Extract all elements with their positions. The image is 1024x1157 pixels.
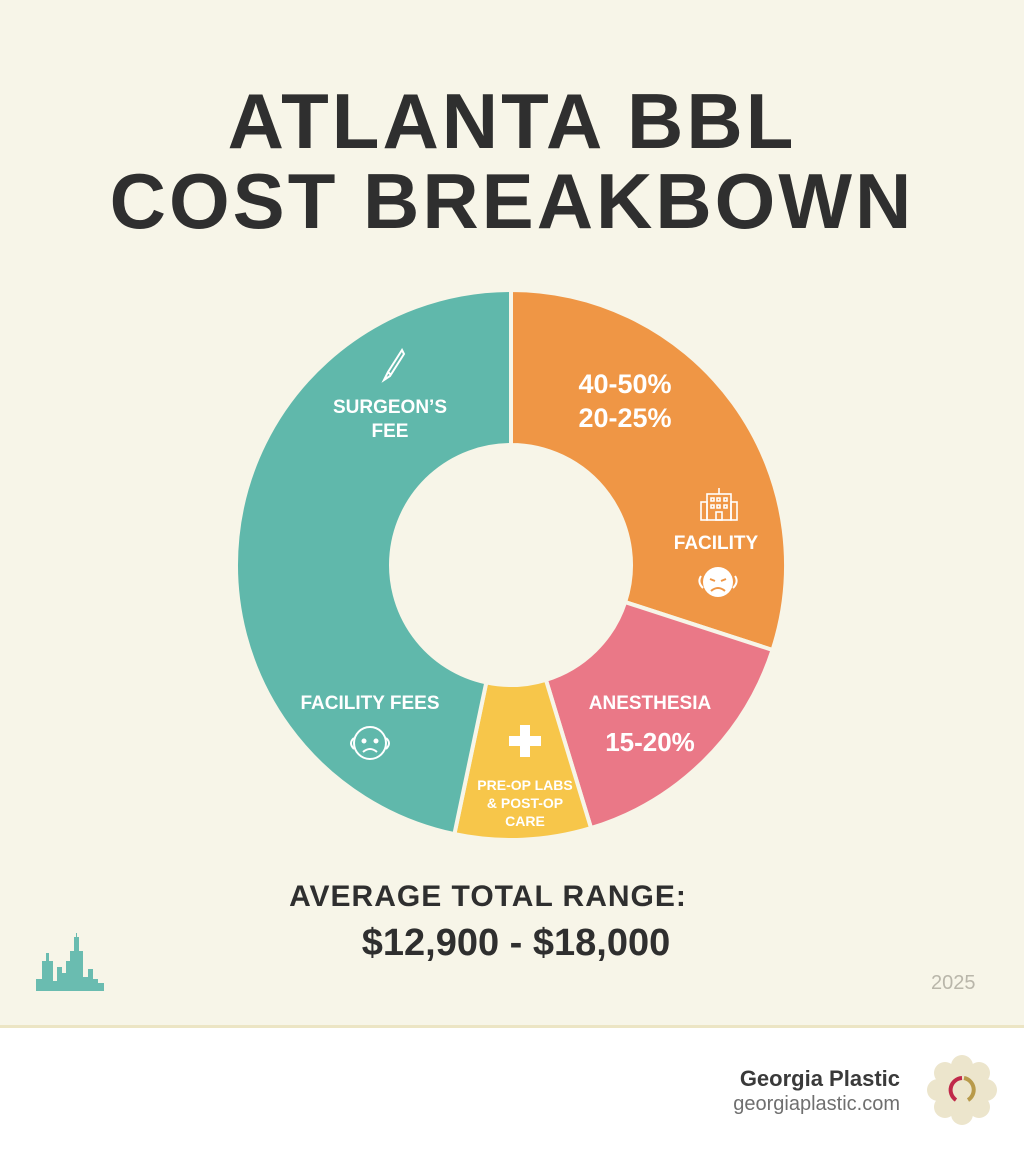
footer	[0, 1025, 1024, 1157]
label-line: & POST-OP	[486, 795, 564, 812]
total-range-label: AVERAGE TOTAL RANGE:	[289, 880, 687, 913]
percent-label: 40-50%	[578, 369, 672, 399]
donut-slice-teal	[234, 287, 513, 837]
year-label: 2025	[931, 972, 976, 994]
donut-slice-pink	[543, 599, 776, 831]
label-anesthesia: ANESTHESIA	[588, 693, 712, 714]
total-range-value: $12,900 - $18,000	[361, 922, 671, 964]
label-line: PRE-OP LABS	[477, 777, 573, 793]
label-surgeons-fee: SURGEON’S FEE	[300, 396, 480, 444]
brand-url[interactable]: georgiaplastic.com	[733, 1093, 900, 1115]
percent-label: 20-25%	[578, 402, 672, 433]
title-line-1: ATLANTA BBL	[227, 77, 797, 165]
brand: Georgia Plastic georgiaplastic.com	[733, 1066, 900, 1116]
title-line-2: COST BREAKBOWN	[109, 157, 915, 245]
label-pre-op-labs: PRE-OP LABS & POST-OP CARE	[455, 776, 595, 831]
label-line: SURGEON’S	[332, 397, 448, 418]
label-facility: FACILITY	[673, 533, 759, 554]
scalpel-icon	[381, 348, 406, 383]
label-facility-fees: FACILITY FEES	[300, 693, 440, 714]
label-line: FEE	[371, 420, 409, 442]
label-percent-orange: 40-50% 20-25%	[540, 368, 710, 436]
city-skyline-icon	[36, 933, 104, 991]
building-icon	[700, 488, 738, 521]
label-line: CARE	[505, 813, 545, 830]
brand-name: Georgia Plastic	[739, 1066, 900, 1091]
percent-anesthesia: 15-20%	[605, 727, 695, 757]
sad-mask-icon	[698, 567, 738, 597]
sad-face-icon	[350, 726, 390, 760]
georgia-plastic-logo	[927, 1055, 997, 1125]
medical-cross-icon	[509, 725, 541, 757]
donut-slice-orange	[509, 287, 788, 653]
